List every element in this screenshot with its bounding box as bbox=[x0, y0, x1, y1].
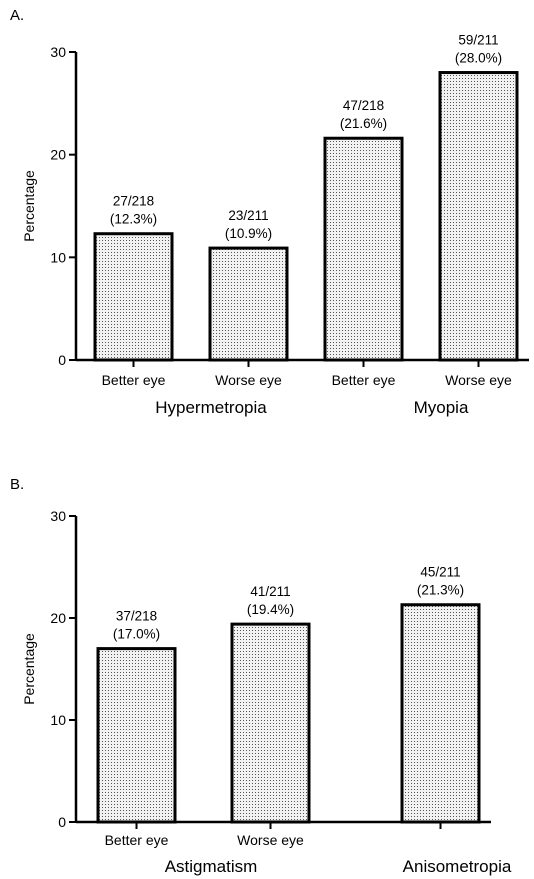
data-label-percent: (28.0%) bbox=[455, 51, 502, 66]
x-category-label: Worse eye bbox=[237, 832, 304, 848]
x-category-label: Better eye bbox=[105, 832, 169, 848]
bar bbox=[230, 622, 311, 824]
y-axis-label: Percentage bbox=[21, 170, 37, 242]
data-label-count: 41/211 bbox=[250, 584, 290, 599]
group-label: Anisometropia bbox=[403, 857, 512, 876]
bar bbox=[93, 232, 174, 362]
data-label-percent: (21.6%) bbox=[340, 116, 387, 131]
data-label-count: 37/218 bbox=[116, 609, 157, 624]
group-label: Hypermetropia bbox=[155, 398, 267, 417]
y-tick-label: 20 bbox=[50, 610, 66, 626]
y-tick-label: 10 bbox=[50, 249, 66, 265]
bar bbox=[323, 136, 404, 362]
data-label-count: 27/218 bbox=[113, 194, 154, 209]
y-tick-label: 0 bbox=[58, 352, 66, 368]
panel-label: A. bbox=[10, 7, 24, 24]
data-label-percent: (21.3%) bbox=[417, 583, 464, 598]
data-label-count: 59/211 bbox=[458, 33, 498, 48]
data-label-count: 47/218 bbox=[343, 98, 384, 113]
bar bbox=[96, 647, 177, 824]
y-tick-label: 30 bbox=[50, 508, 66, 524]
y-tick-label: 30 bbox=[50, 44, 66, 60]
x-category-label: Better eye bbox=[102, 372, 166, 388]
data-label-percent: (10.9%) bbox=[225, 226, 272, 241]
x-category-label: Better eye bbox=[332, 372, 396, 388]
y-tick-label: 10 bbox=[50, 712, 66, 728]
x-category-label: Worse eye bbox=[215, 372, 282, 388]
data-label-count: 23/211 bbox=[228, 208, 268, 223]
bar bbox=[400, 603, 481, 824]
x-category-label: Worse eye bbox=[445, 372, 512, 388]
bar bbox=[438, 71, 519, 362]
data-label-percent: (17.0%) bbox=[113, 627, 160, 642]
y-tick-label: 20 bbox=[50, 147, 66, 163]
group-label: Astigmatism bbox=[165, 857, 258, 876]
panel-label: B. bbox=[10, 476, 24, 493]
data-label-count: 45/211 bbox=[420, 565, 460, 580]
bar bbox=[208, 246, 289, 362]
data-label-percent: (19.4%) bbox=[247, 602, 294, 617]
y-tick-label: 0 bbox=[58, 814, 66, 830]
data-label-percent: (12.3%) bbox=[110, 212, 157, 227]
group-label: Myopia bbox=[414, 398, 469, 417]
y-axis-label: Percentage bbox=[21, 633, 37, 705]
